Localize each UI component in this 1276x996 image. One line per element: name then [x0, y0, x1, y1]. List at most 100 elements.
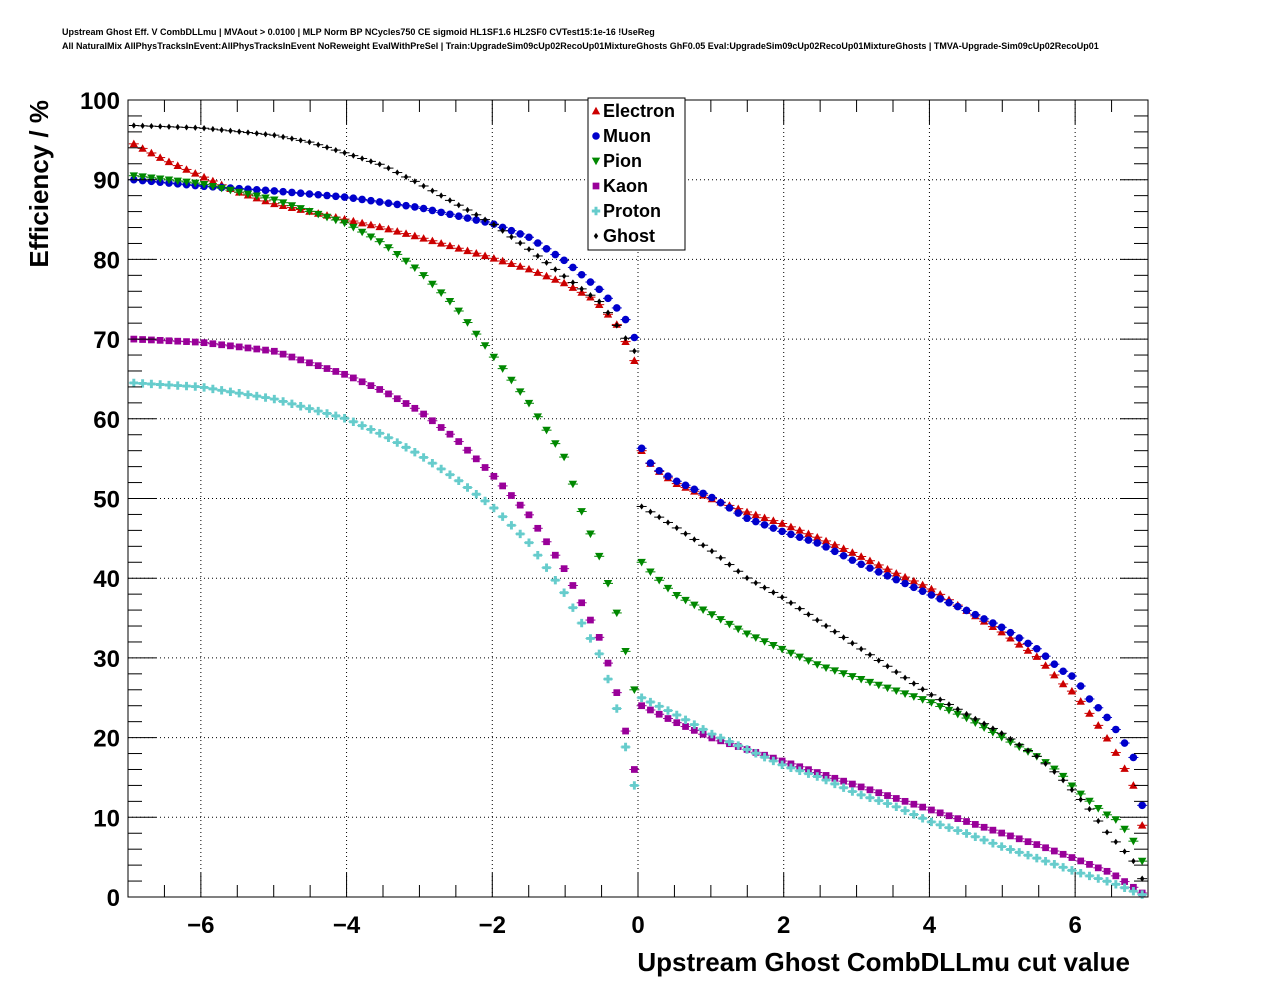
- data-point: [534, 524, 542, 532]
- legend: Electron Muon Pion Kaon Proton Ghost: [587, 97, 686, 251]
- data-point: [716, 498, 725, 507]
- data-point: [491, 221, 497, 228]
- data-point: [1050, 860, 1059, 869]
- data-point: [1121, 878, 1128, 885]
- data-point: [279, 350, 287, 358]
- data-point: [1041, 661, 1050, 669]
- data-point: [883, 564, 892, 573]
- data-point: [980, 823, 988, 831]
- data-point: [401, 229, 411, 237]
- legend-label-electron: Electron: [603, 101, 675, 121]
- data-point: [436, 464, 446, 474]
- data-point: [964, 710, 969, 718]
- data-point: [760, 521, 769, 529]
- data-point: [850, 640, 855, 647]
- data-point: [955, 706, 960, 713]
- data-point: [1015, 640, 1024, 648]
- data-point: [490, 472, 498, 480]
- data-point: [865, 793, 875, 802]
- data-point: [1085, 797, 1094, 806]
- data-point: [865, 678, 875, 687]
- data-point: [874, 560, 883, 569]
- data-point: [1111, 816, 1121, 824]
- x-tick-label: 6: [1068, 912, 1081, 939]
- data-point: [280, 133, 286, 141]
- data-point: [182, 165, 191, 173]
- data-point: [849, 780, 856, 788]
- data-point: [664, 715, 672, 722]
- data-point: [533, 413, 542, 421]
- data-point: [551, 551, 559, 559]
- data-point: [331, 411, 340, 421]
- data-point: [638, 702, 646, 710]
- data-point: [595, 649, 604, 659]
- data-point: [164, 157, 174, 166]
- data-point: [419, 453, 428, 462]
- y-tick-label: 20: [93, 726, 120, 753]
- data-point: [909, 693, 919, 701]
- data-point: [262, 346, 269, 354]
- data-point: [199, 172, 209, 181]
- data-point: [252, 192, 261, 201]
- data-point: [147, 379, 156, 389]
- data-point: [463, 483, 472, 492]
- data-point: [918, 580, 927, 589]
- data-point: [1033, 841, 1041, 848]
- data-point: [410, 231, 420, 240]
- data-point: [577, 618, 586, 628]
- data-point: [883, 572, 892, 580]
- y-axis-title: Efficiency / %: [24, 100, 54, 268]
- x-tick-label: −2: [479, 912, 506, 939]
- data-point: [725, 737, 734, 746]
- data-point: [971, 821, 979, 828]
- data-point: [244, 344, 252, 352]
- legend-marker-kaon: [592, 182, 600, 190]
- data-point: [542, 563, 551, 572]
- data-point: [1024, 639, 1032, 648]
- data-point: [191, 179, 200, 188]
- data-point: [990, 725, 996, 732]
- data-point: [182, 381, 191, 391]
- data-point: [587, 616, 594, 624]
- data-point: [1094, 874, 1103, 883]
- data-point: [910, 583, 918, 592]
- data-point: [507, 226, 516, 235]
- data-point: [813, 661, 822, 669]
- data-point: [322, 213, 332, 222]
- data-point: [463, 319, 472, 327]
- legend-marker-electron: [591, 106, 601, 115]
- data-point: [551, 275, 560, 283]
- data-point: [349, 216, 358, 225]
- data-point: [437, 208, 445, 217]
- data-point: [998, 829, 1006, 837]
- data-point: [866, 564, 874, 572]
- data-point: [683, 530, 688, 537]
- data-point: [332, 368, 340, 375]
- data-point: [657, 513, 662, 521]
- data-point: [823, 622, 829, 630]
- data-point: [997, 733, 1006, 742]
- data-point: [699, 489, 707, 498]
- data-point: [1120, 764, 1129, 772]
- data-point: [692, 536, 697, 543]
- data-point: [856, 675, 866, 684]
- data-point: [429, 417, 436, 425]
- data-point: [278, 397, 288, 406]
- x-tick-label: 2: [777, 912, 790, 939]
- data-point: [184, 124, 189, 131]
- data-point: [621, 647, 630, 656]
- data-point: [351, 152, 356, 159]
- data-point: [191, 169, 200, 177]
- data-point: [623, 335, 628, 342]
- data-point: [788, 599, 794, 607]
- legend-marker-ghost: [593, 232, 599, 240]
- data-point: [839, 670, 848, 678]
- data-point: [760, 752, 769, 762]
- legend-label-muon: Muon: [603, 126, 651, 146]
- data-point: [263, 131, 268, 138]
- data-point: [876, 657, 881, 664]
- data-point: [1120, 883, 1129, 892]
- data-point: [131, 122, 137, 129]
- data-point: [410, 447, 420, 457]
- data-point: [900, 690, 910, 698]
